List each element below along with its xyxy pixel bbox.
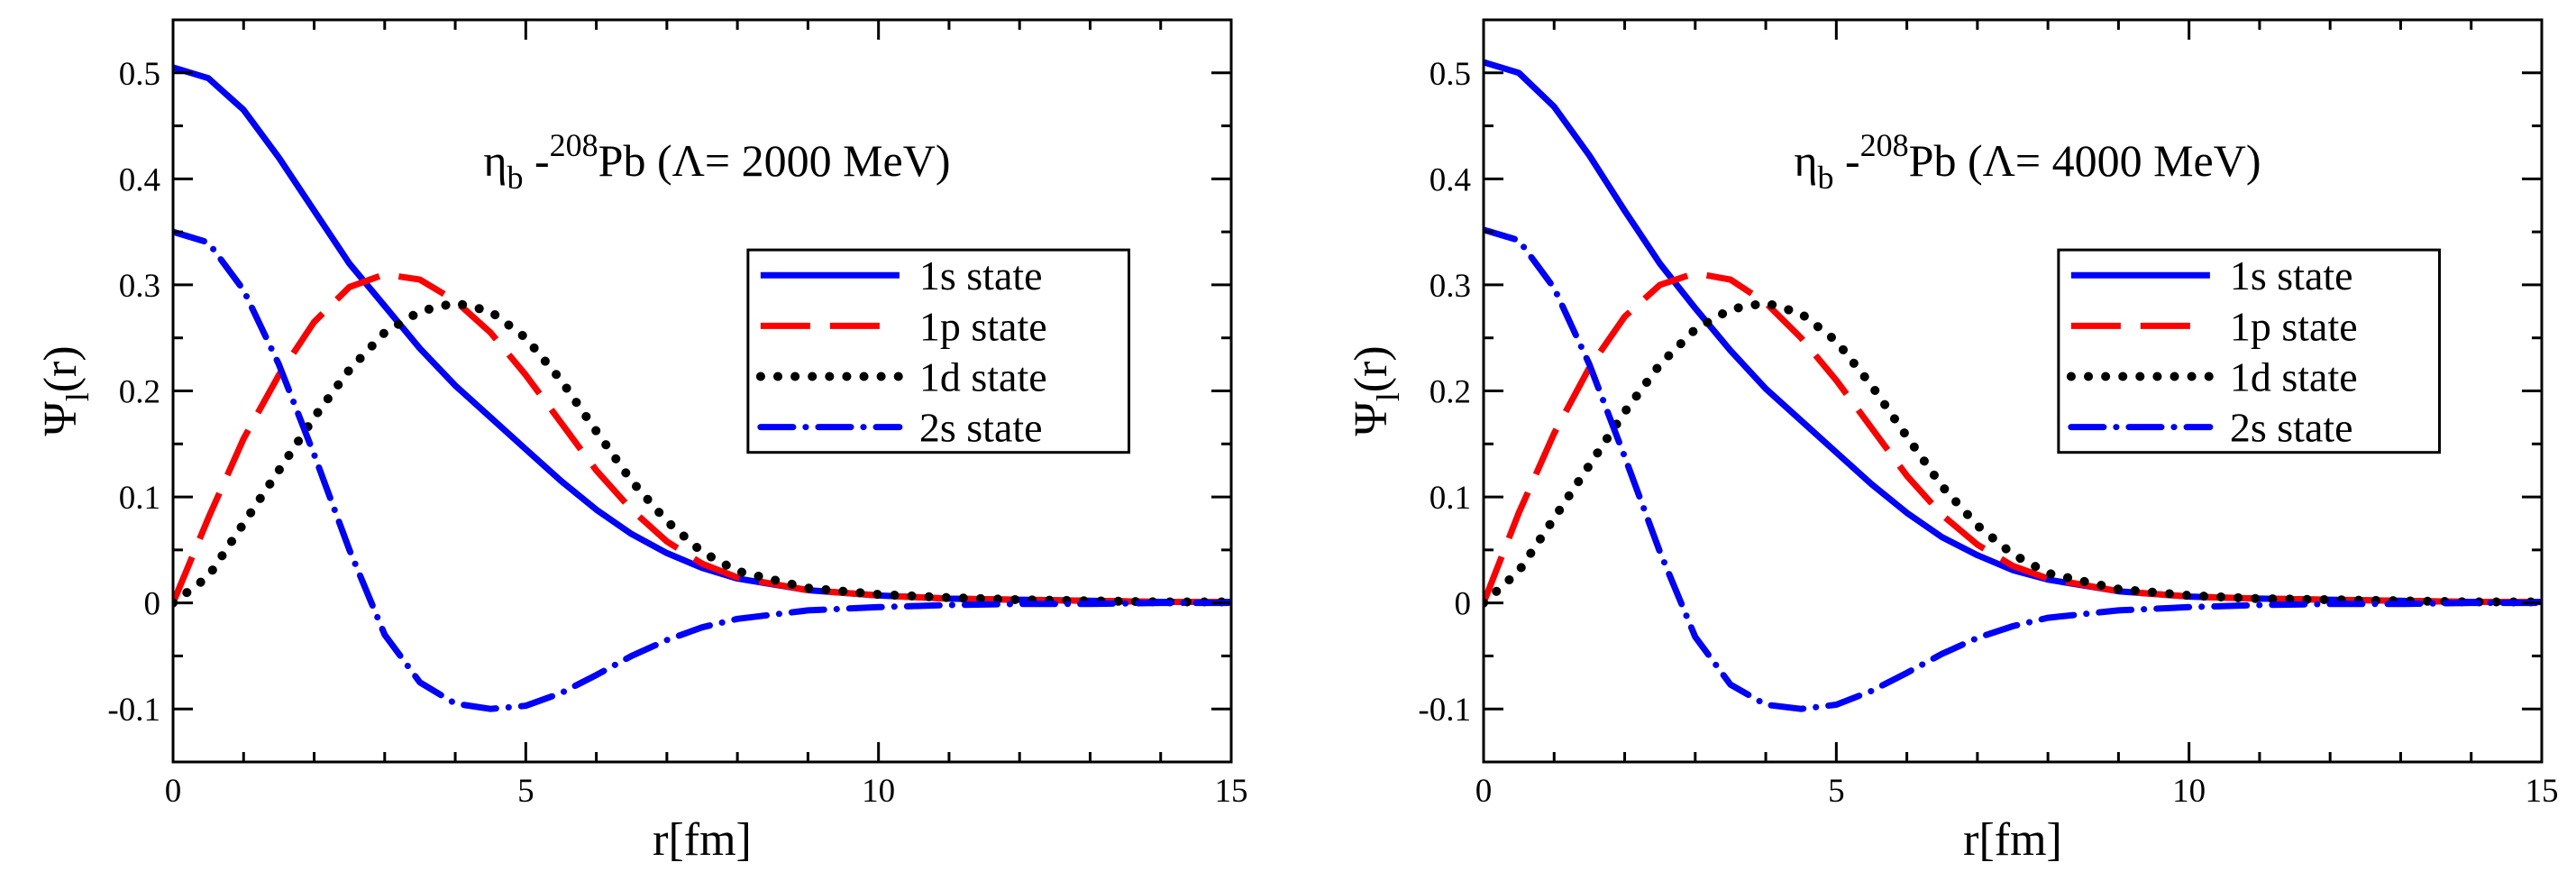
chart-panel-1: 0 5 10 15 -0.1 0 0.1 0.2 0.3 0.4 0.5 r[fm] Ψl(r) ηb -… [35, 18, 1248, 866]
legend-label: 1p state [2230, 303, 2358, 349]
annotation-particle-sub: b [507, 160, 524, 196]
series-line-1p-state [173, 271, 1231, 605]
y-tick-label: 0.2 [1430, 374, 1471, 411]
annotation-particle: η [1794, 135, 1817, 186]
legend-label: 1s state [2230, 252, 2353, 298]
y-tick-label: 0.3 [119, 268, 160, 305]
y-tick-label: -0.1 [1418, 692, 1471, 729]
series-line-2s-state [173, 228, 1231, 712]
legend-label: 1d state [2230, 353, 2358, 399]
legend-label: 1s state [919, 252, 1043, 298]
annotation-particle-sub: b [1818, 160, 1834, 196]
series-group [173, 64, 1231, 712]
y-axis: -0.1 0 0.1 0.2 0.3 0.4 0.5 [1418, 18, 2542, 764]
legend-label: 1p state [919, 303, 1047, 349]
annotation-nucleus: Pb [1909, 135, 1957, 186]
series-line-1d-state [173, 298, 1231, 608]
y-axis-title-main: Ψ [35, 401, 87, 436]
series-line-1d-state [1484, 298, 2542, 608]
y-tick-label: 0.5 [119, 56, 160, 93]
y-axis-title-arg: (r) [1346, 345, 1397, 392]
annotation-text: ηb -208Pb (Λ= 2000 MeV) [483, 127, 950, 196]
x-tick-label: 5 [517, 773, 534, 810]
x-tick-label: 10 [2172, 773, 2206, 810]
y-tick-label: 0.3 [1430, 268, 1471, 305]
y-axis-title-sub: l [1370, 392, 1406, 401]
annotation-mass-number: 208 [1860, 127, 1909, 163]
x-tick-label: 0 [1475, 773, 1493, 810]
annotation-nucleus: Pb [598, 135, 646, 186]
y-axis-title: Ψl(r) [35, 345, 96, 436]
x-tick-label: 10 [862, 773, 895, 810]
y-tick-label: 0 [144, 586, 161, 623]
y-axis-title-arg: (r) [35, 345, 87, 392]
y-axis-title-sub: l [59, 392, 96, 401]
x-axis: 0 5 10 15 [1475, 20, 2559, 810]
y-tick-label: 0 [1455, 586, 1472, 623]
y-tick-label: 0.1 [1430, 480, 1471, 517]
legend-box [2057, 248, 2442, 454]
x-tick-label: 15 [2526, 773, 2559, 810]
legend-label: 2s state [2230, 405, 2353, 451]
x-tick-label: 15 [1215, 773, 1248, 810]
annotation-particle: η [483, 135, 507, 186]
x-tick-label: 5 [1828, 773, 1845, 810]
x-tick-label: 0 [165, 773, 182, 810]
y-tick-label: 0.1 [119, 480, 160, 517]
legend-box [746, 248, 1131, 454]
series-line-1p-state [1484, 270, 2542, 605]
y-axis: -0.1 0 0.1 0.2 0.3 0.4 0.5 [107, 18, 1231, 764]
series-line-2s-state [1484, 226, 2542, 712]
x-axis: 0 5 10 15 [165, 20, 1248, 810]
y-axis-title-main: Ψ [1346, 401, 1397, 436]
series-group [1484, 59, 2542, 712]
legend-label: 1d state [919, 353, 1047, 399]
annotation-text: ηb -208Pb (Λ= 4000 MeV) [1794, 127, 2261, 196]
y-tick-label: -0.1 [107, 692, 160, 729]
legend-label: 2s state [919, 405, 1043, 451]
annotation-mass-number: 208 [550, 127, 598, 163]
y-axis-title: Ψl(r) [1346, 345, 1406, 436]
annotation-cutoff: (Λ= 2000 MeV) [645, 135, 950, 186]
y-tick-label: 0.2 [119, 374, 160, 411]
y-tick-label: 0.4 [1430, 161, 1471, 198]
y-tick-label: 0.5 [1430, 56, 1471, 93]
annotation-cutoff: (Λ= 4000 MeV) [1956, 135, 2261, 186]
annotation-dash: - [1834, 135, 1860, 186]
annotation-dash: - [524, 135, 550, 186]
y-tick-label: 0.4 [119, 161, 160, 198]
chart-panel-2: 0 5 10 15 -0.1 0 0.1 0.2 0.3 0.4 0.5 r[fm] Ψl(r) ηb -… [1346, 18, 2559, 866]
x-axis-title: r[fm] [1963, 814, 2062, 866]
x-axis-title: r[fm] [653, 814, 752, 866]
